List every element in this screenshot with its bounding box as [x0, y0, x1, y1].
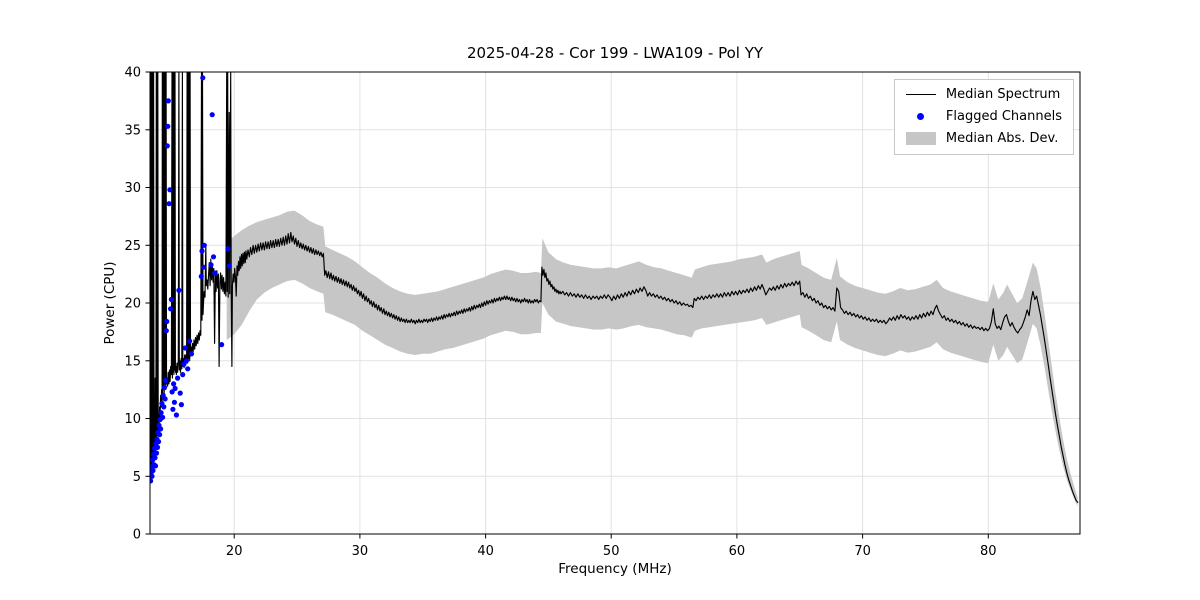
flagged-channel-dot: [165, 98, 171, 104]
flagged-channel-dot: [152, 455, 158, 461]
flagged-channel-dot: [163, 328, 169, 334]
flagged-channel-dot: [153, 450, 160, 456]
flagged-channel-dot: [175, 375, 181, 381]
flagged-channel-dot: [188, 351, 195, 357]
flagged-channel-dot: [168, 306, 174, 312]
chart-title: 2025-04-28 - Cor 199 - LWA109 - Pol YY: [466, 44, 764, 62]
flagged-channel-dot: [201, 242, 207, 248]
x-tick-label: 60: [729, 544, 746, 559]
mad-patch-glyph-icon: [905, 132, 936, 145]
flagged-channel-dot: [185, 366, 191, 372]
flagged-channel-dot: [150, 473, 155, 479]
flagged-dot-glyph-icon: [906, 113, 936, 120]
flagged-channel-dot: [161, 384, 168, 390]
y-tick-label: 40: [124, 66, 141, 81]
mad-band: [226, 210, 1078, 507]
legend-label: Median Spectrum: [945, 87, 1061, 102]
flagged-channel-dot: [199, 248, 205, 254]
flagged-channel-dot: [164, 318, 170, 325]
flagged-channel-dot: [150, 467, 156, 474]
legend: Median Spectrum Flagged Channels Median …: [893, 79, 1074, 155]
flagged-channel-dot: [158, 410, 164, 416]
flagged-channel-dot: [187, 338, 193, 344]
x-tick-label: 40: [477, 544, 494, 559]
flagged-channel-dot: [212, 270, 218, 276]
legend-item-mad-band: Median Abs. Dev.: [905, 131, 1062, 146]
y-tick-label: 5: [133, 470, 141, 485]
flagged-channel-dot: [165, 123, 171, 129]
flagged-channel-dot: [219, 342, 225, 348]
legend-item-flagged-channels: Flagged Channels: [906, 109, 1062, 124]
flagged-channel-dot: [152, 463, 159, 469]
flagged-channel-dot: [157, 432, 163, 438]
flagged-channels-scatter: [150, 75, 232, 484]
flagged-channel-dot: [158, 426, 164, 432]
x-tick-label: 70: [854, 544, 871, 559]
x-tick-label: 30: [352, 544, 369, 559]
y-tick-label: 15: [124, 354, 141, 369]
flagged-channel-dot: [182, 345, 188, 351]
flagged-channel-dot: [173, 412, 179, 418]
flagged-channel-dot: [171, 381, 177, 387]
x-tick-label: 80: [980, 544, 997, 559]
flagged-channel-dot: [198, 273, 204, 279]
flagged-channel-dot: [163, 377, 169, 383]
flagged-channel-dot: [160, 414, 166, 420]
x-tick-label: 50: [603, 544, 620, 559]
flagged-channel-dot: [225, 246, 231, 252]
y-tick-label: 10: [124, 412, 141, 427]
flagged-channel-dot: [172, 385, 178, 392]
y-tick-label: 0: [133, 528, 141, 543]
flagged-channel-dot: [200, 75, 206, 81]
flagged-channel-dot: [170, 406, 176, 412]
x-axis-label: Frequency (MHz): [558, 561, 672, 577]
flagged-channel-dot: [208, 262, 214, 268]
flagged-channel-dot: [155, 439, 162, 445]
flagged-channel-dot: [176, 287, 182, 293]
legend-label: Flagged Channels: [945, 109, 1062, 124]
flagged-channel-dot: [166, 201, 172, 207]
legend-item-median-spectrum: Median Spectrum: [905, 87, 1062, 102]
flagged-channel-dot: [209, 112, 215, 118]
median-spectrum-line: [150, 72, 1079, 504]
flagged-channel-dot: [210, 254, 217, 260]
flagged-channel-dot: [183, 358, 189, 364]
flagged-channel-dot: [180, 372, 186, 378]
x-tick-label: 20: [226, 544, 243, 559]
flagged-channel-dot: [168, 296, 174, 303]
y-axis-label: Power (CPU): [102, 261, 118, 345]
flagged-channel-dot: [161, 404, 167, 410]
flagged-channel-dot: [154, 444, 161, 450]
flagged-channel-dot: [171, 399, 177, 405]
flagged-channel-dot: [167, 187, 173, 193]
flagged-channel-dot: [169, 389, 175, 395]
flagged-channel-dot: [164, 143, 170, 149]
flagged-channel-dot: [226, 263, 232, 269]
y-tick-label: 30: [124, 181, 141, 196]
y-tick-label: 35: [124, 123, 141, 138]
flagged-channel-dot: [177, 390, 183, 396]
y-tick-label: 20: [124, 297, 141, 312]
legend-label: Median Abs. Dev.: [945, 131, 1059, 146]
y-tick-label: 25: [124, 239, 141, 254]
median-line-glyph-icon: [905, 94, 936, 95]
flagged-channel-dot: [150, 478, 154, 484]
flagged-channel-dot: [178, 402, 184, 408]
flagged-channel-dot: [162, 396, 168, 402]
flagged-channel-dot: [200, 264, 207, 270]
